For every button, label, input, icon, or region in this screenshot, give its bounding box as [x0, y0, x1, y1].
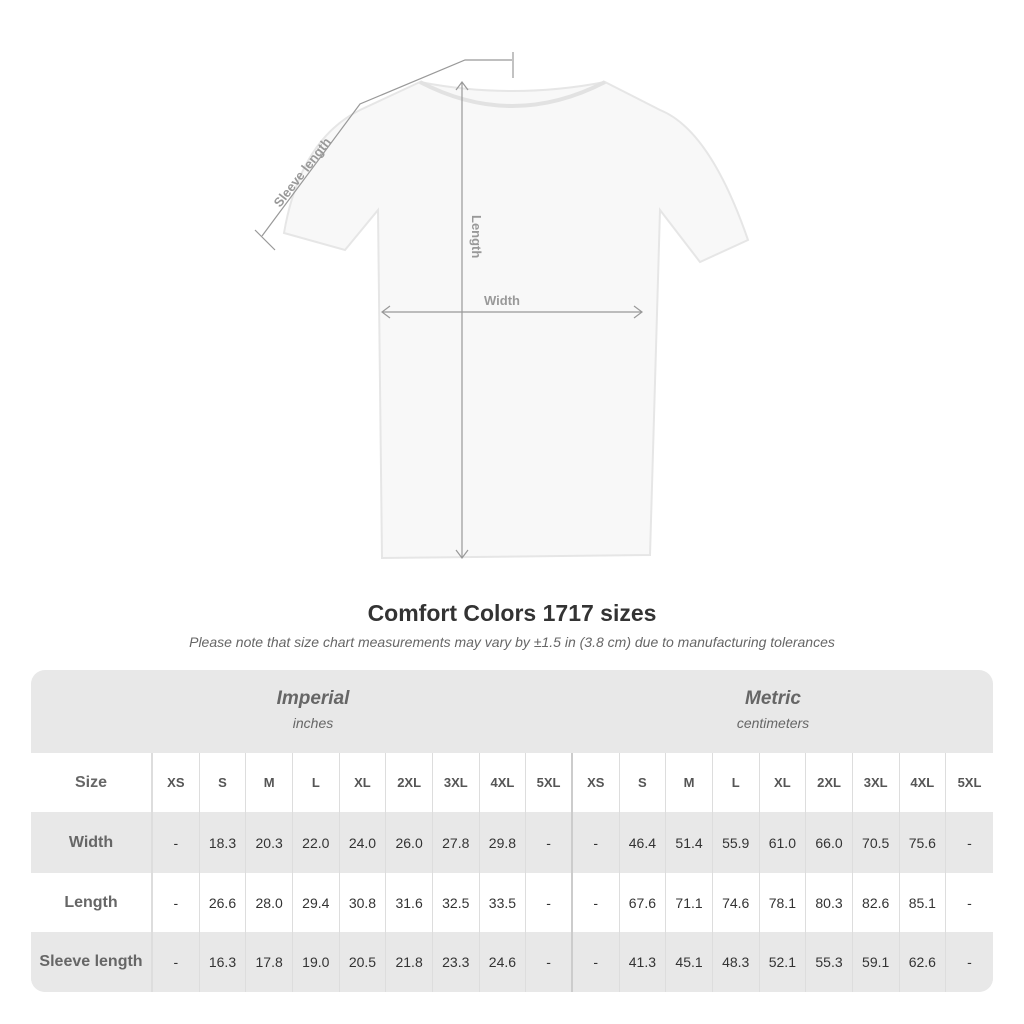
size-header-cell: 2XL: [386, 753, 433, 812]
metric-cell: 75.6: [900, 812, 947, 873]
metric-cell: 55.9: [713, 812, 760, 873]
imperial-cell: 22.0: [293, 812, 340, 873]
imperial-cell: 26.6: [200, 873, 247, 932]
imperial-header: Imperial inches: [153, 670, 473, 753]
metric-cell: 51.4: [666, 812, 713, 873]
size-header-cell: 4XL: [900, 753, 947, 812]
size-header-cell: 2XL: [806, 753, 853, 812]
table-row: Length -26.6 28.0 29.4 30.8 31.6 32.5 33.5- -67.…: [31, 873, 993, 932]
length-arrow: [455, 81, 469, 559]
t-shirt-image: [282, 80, 750, 560]
tolerance-note: Please note that size chart measurements…: [189, 634, 835, 650]
metric-cell: -: [967, 834, 972, 851]
imperial-cell: 28.0: [246, 873, 293, 932]
imperial-cell: 17.8: [246, 932, 293, 992]
collar: [419, 80, 606, 108]
imperial-title: Imperial: [276, 688, 350, 709]
metric-cell: 61.0: [760, 812, 807, 873]
size-header-cell: 4XL: [480, 753, 527, 812]
metric-cell: -: [573, 812, 620, 873]
imperial-cell: -: [526, 812, 573, 873]
imperial-cell: 20.3: [246, 812, 293, 873]
size-header-cell: 3XL: [853, 753, 900, 812]
metric-cell: 85.1: [900, 873, 947, 932]
metric-cell: 52.1: [760, 932, 807, 992]
size-header-cell: S: [200, 753, 247, 812]
width-label: Width: [484, 293, 520, 308]
size-header-cell: XL: [340, 753, 387, 812]
imperial-cell: 27.8: [433, 812, 480, 873]
metric-cell: 71.1: [666, 873, 713, 932]
imperial-cell: -: [153, 812, 200, 873]
table-row: Width -18.3 20.3 22.0 24.0 26.0 27.8 29.8- -46.4…: [31, 812, 993, 873]
imperial-cell: 16.3: [200, 932, 247, 992]
size-header-cell: L: [713, 753, 760, 812]
metric-cell: -: [967, 894, 972, 911]
imperial-cell: 26.0: [386, 812, 433, 873]
metric-unit: centimeters: [736, 715, 810, 731]
imperial-cell: 23.3: [433, 932, 480, 992]
metric-title: Metric: [745, 688, 801, 709]
size-header-cell: 3XL: [433, 753, 480, 812]
metric-header: Metric centimeters: [573, 670, 973, 753]
row-label: Length: [31, 873, 153, 932]
imperial-cell: 33.5: [480, 873, 527, 932]
imperial-cell: 31.6: [386, 873, 433, 932]
metric-cell: 62.6: [900, 932, 947, 992]
metric-cell: 46.4: [620, 812, 667, 873]
size-header-cell: XS: [153, 753, 200, 812]
metric-cell: -: [967, 954, 972, 970]
row-label: Size: [31, 753, 153, 812]
size-header-cell: 5XL: [526, 753, 573, 812]
imperial-cell: -: [153, 932, 200, 992]
metric-cell: 70.5: [853, 812, 900, 873]
size-header-cell: XS: [573, 753, 620, 812]
metric-cell: 80.3: [806, 873, 853, 932]
table-row: Sleeve length -16.3 17.8 19.0 20.5 21.8 23.3 24…: [31, 932, 993, 992]
metric-cell: 55.3: [806, 932, 853, 992]
size-header-row: Size XS S M L XL 2XL 3XL 4XL 5XL XS S M L XL 2XL 3XL 4XL 5…: [31, 753, 993, 812]
size-header-cell: XL: [760, 753, 807, 812]
imperial-cell: 29.4: [293, 873, 340, 932]
imperial-cell: 20.5: [340, 932, 387, 992]
imperial-cell: 21.8: [386, 932, 433, 992]
metric-cell: 78.1: [760, 873, 807, 932]
width-arrow: [381, 305, 643, 319]
metric-cell: 67.6: [620, 873, 667, 932]
metric-cell: 48.3: [713, 932, 760, 992]
size-header-cell: M: [246, 753, 293, 812]
metric-cell: 74.6: [713, 873, 760, 932]
sleeve-length-arrow: [254, 52, 514, 251]
imperial-unit: inches: [292, 715, 334, 731]
metric-cell: 45.1: [666, 932, 713, 992]
metric-cell: 66.0: [806, 812, 853, 873]
imperial-cell: 32.5: [433, 873, 480, 932]
metric-cell: 41.3: [620, 932, 667, 992]
page-title: Comfort Colors 1717 sizes: [367, 600, 657, 626]
size-header-cell: 5XL: [957, 775, 982, 790]
row-label: Sleeve length: [31, 932, 153, 992]
imperial-cell: 29.8: [480, 812, 527, 873]
imperial-cell: 19.0: [293, 932, 340, 992]
imperial-cell: 30.8: [340, 873, 387, 932]
size-table: Imperial inches Metric centimeters Size X…: [31, 670, 993, 992]
metric-cell: 59.1: [853, 932, 900, 992]
metric-cell: -: [573, 932, 620, 992]
size-header-cell: S: [620, 753, 667, 812]
t-shirt-diagram: Sleeve length Length Width: [254, 52, 750, 560]
imperial-cell: 18.3: [200, 812, 247, 873]
imperial-cell: 24.0: [340, 812, 387, 873]
size-header-cell: L: [293, 753, 340, 812]
imperial-cell: -: [153, 873, 200, 932]
imperial-cell: -: [526, 873, 573, 932]
metric-cell: -: [573, 873, 620, 932]
size-header-cell: M: [666, 753, 713, 812]
metric-cell: 82.6: [853, 873, 900, 932]
imperial-cell: -: [526, 932, 573, 992]
imperial-cell: 24.6: [480, 932, 527, 992]
length-label: Length: [469, 215, 484, 258]
row-label: Width: [31, 812, 153, 873]
